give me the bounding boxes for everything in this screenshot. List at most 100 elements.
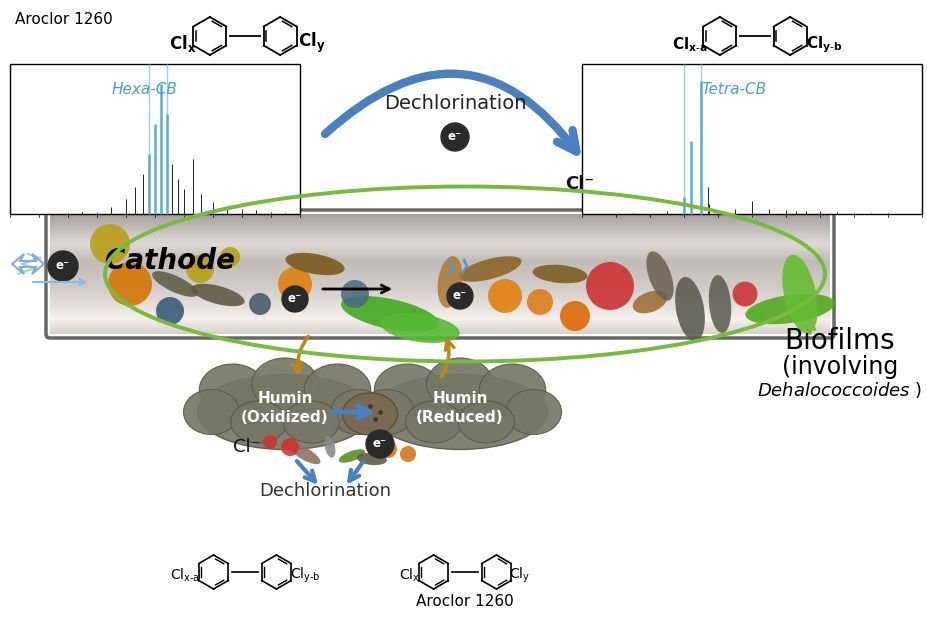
Bar [50,233,829,234]
Text: Dechlorination: Dechlorination [384,94,526,113]
Bar [50,256,829,257]
Bar [50,313,829,314]
Bar [50,258,829,259]
Text: e⁻: e⁻ [448,130,462,143]
Bar [50,316,829,317]
Ellipse shape [781,255,817,333]
Bar [50,248,829,249]
Bar [50,283,829,284]
Bar [50,239,829,240]
Bar [50,234,829,235]
Bar [50,271,829,272]
Bar [50,331,829,332]
Ellipse shape [744,294,833,324]
Bar [50,254,829,255]
Bar [50,253,829,254]
Text: Hexa-CB: Hexa-CB [111,82,177,97]
Bar [50,282,829,283]
Bar [50,263,829,264]
Bar [50,285,829,286]
Bar [50,216,829,217]
Bar [581,64,921,214]
Bar [50,255,829,256]
Bar [50,272,829,273]
Ellipse shape [330,390,386,435]
Bar [50,249,829,250]
Ellipse shape [380,313,459,343]
Text: $\it{Dehalococcoides}$ ): $\it{Dehalococcoides}$ ) [756,380,921,400]
Bar [50,320,829,321]
Ellipse shape [340,280,369,308]
Ellipse shape [108,262,152,306]
Bar [50,265,829,266]
Bar [50,221,829,222]
Text: Humin
(Oxidized): Humin (Oxidized) [241,391,328,425]
Bar [50,277,829,278]
Ellipse shape [90,224,130,264]
Bar [50,242,829,243]
Ellipse shape [674,277,705,341]
Bar [50,236,829,237]
Text: Aroclor 1260: Aroclor 1260 [415,594,514,609]
Text: Cl⁻: Cl⁻ [565,175,593,193]
Bar [50,298,829,299]
Ellipse shape [374,364,440,416]
Text: $\mathrm{Cl_{x\text{-}a}}$: $\mathrm{Cl_{x\text{-}a}}$ [170,566,200,583]
Ellipse shape [278,267,311,301]
Bar [50,290,829,291]
Ellipse shape [197,375,372,450]
Circle shape [365,430,394,458]
Bar [50,219,829,220]
Bar [50,222,829,223]
Bar [50,225,829,226]
Bar [50,310,829,311]
Ellipse shape [191,284,245,307]
Bar [10,64,299,214]
Text: $\mathrm{Cl_{y\text{-}b}}$: $\mathrm{Cl_{y\text{-}b}}$ [289,565,320,585]
Ellipse shape [324,436,335,458]
Bar [50,243,829,244]
Bar [50,296,829,297]
Bar [50,295,829,296]
Bar [50,238,829,239]
Ellipse shape [357,453,387,465]
Text: $\mathbf{Cl_{x\text{-}a}}$: $\mathbf{Cl_{x\text{-}a}}$ [671,35,707,54]
Bar [50,280,829,281]
Ellipse shape [559,301,590,331]
Circle shape [440,123,468,151]
Bar [50,262,829,263]
Text: Cathode: Cathode [105,247,235,275]
Bar [50,304,829,305]
Bar [50,259,829,260]
Bar [50,288,829,289]
Bar [50,230,829,231]
Ellipse shape [358,390,414,435]
Bar [50,278,829,279]
Bar [50,220,829,221]
Bar [50,317,829,318]
Bar [50,302,829,303]
Text: e⁻: e⁻ [452,289,466,302]
Bar [50,261,829,262]
Ellipse shape [340,296,438,332]
Ellipse shape [405,401,462,443]
Ellipse shape [585,262,633,310]
Bar [50,291,829,292]
Text: e⁻: e⁻ [373,437,387,450]
Ellipse shape [289,444,320,464]
Text: e⁻: e⁻ [287,292,302,305]
Bar [50,266,829,267]
Bar [50,314,829,315]
Bar [50,232,829,233]
Bar [50,224,829,225]
Ellipse shape [286,253,344,275]
Bar [50,319,829,320]
Bar [50,226,829,227]
Bar [50,326,829,327]
Bar [50,287,829,288]
Bar [50,227,829,228]
Ellipse shape [708,275,730,333]
Ellipse shape [184,390,239,435]
Bar [50,303,829,304]
Bar [50,252,829,253]
